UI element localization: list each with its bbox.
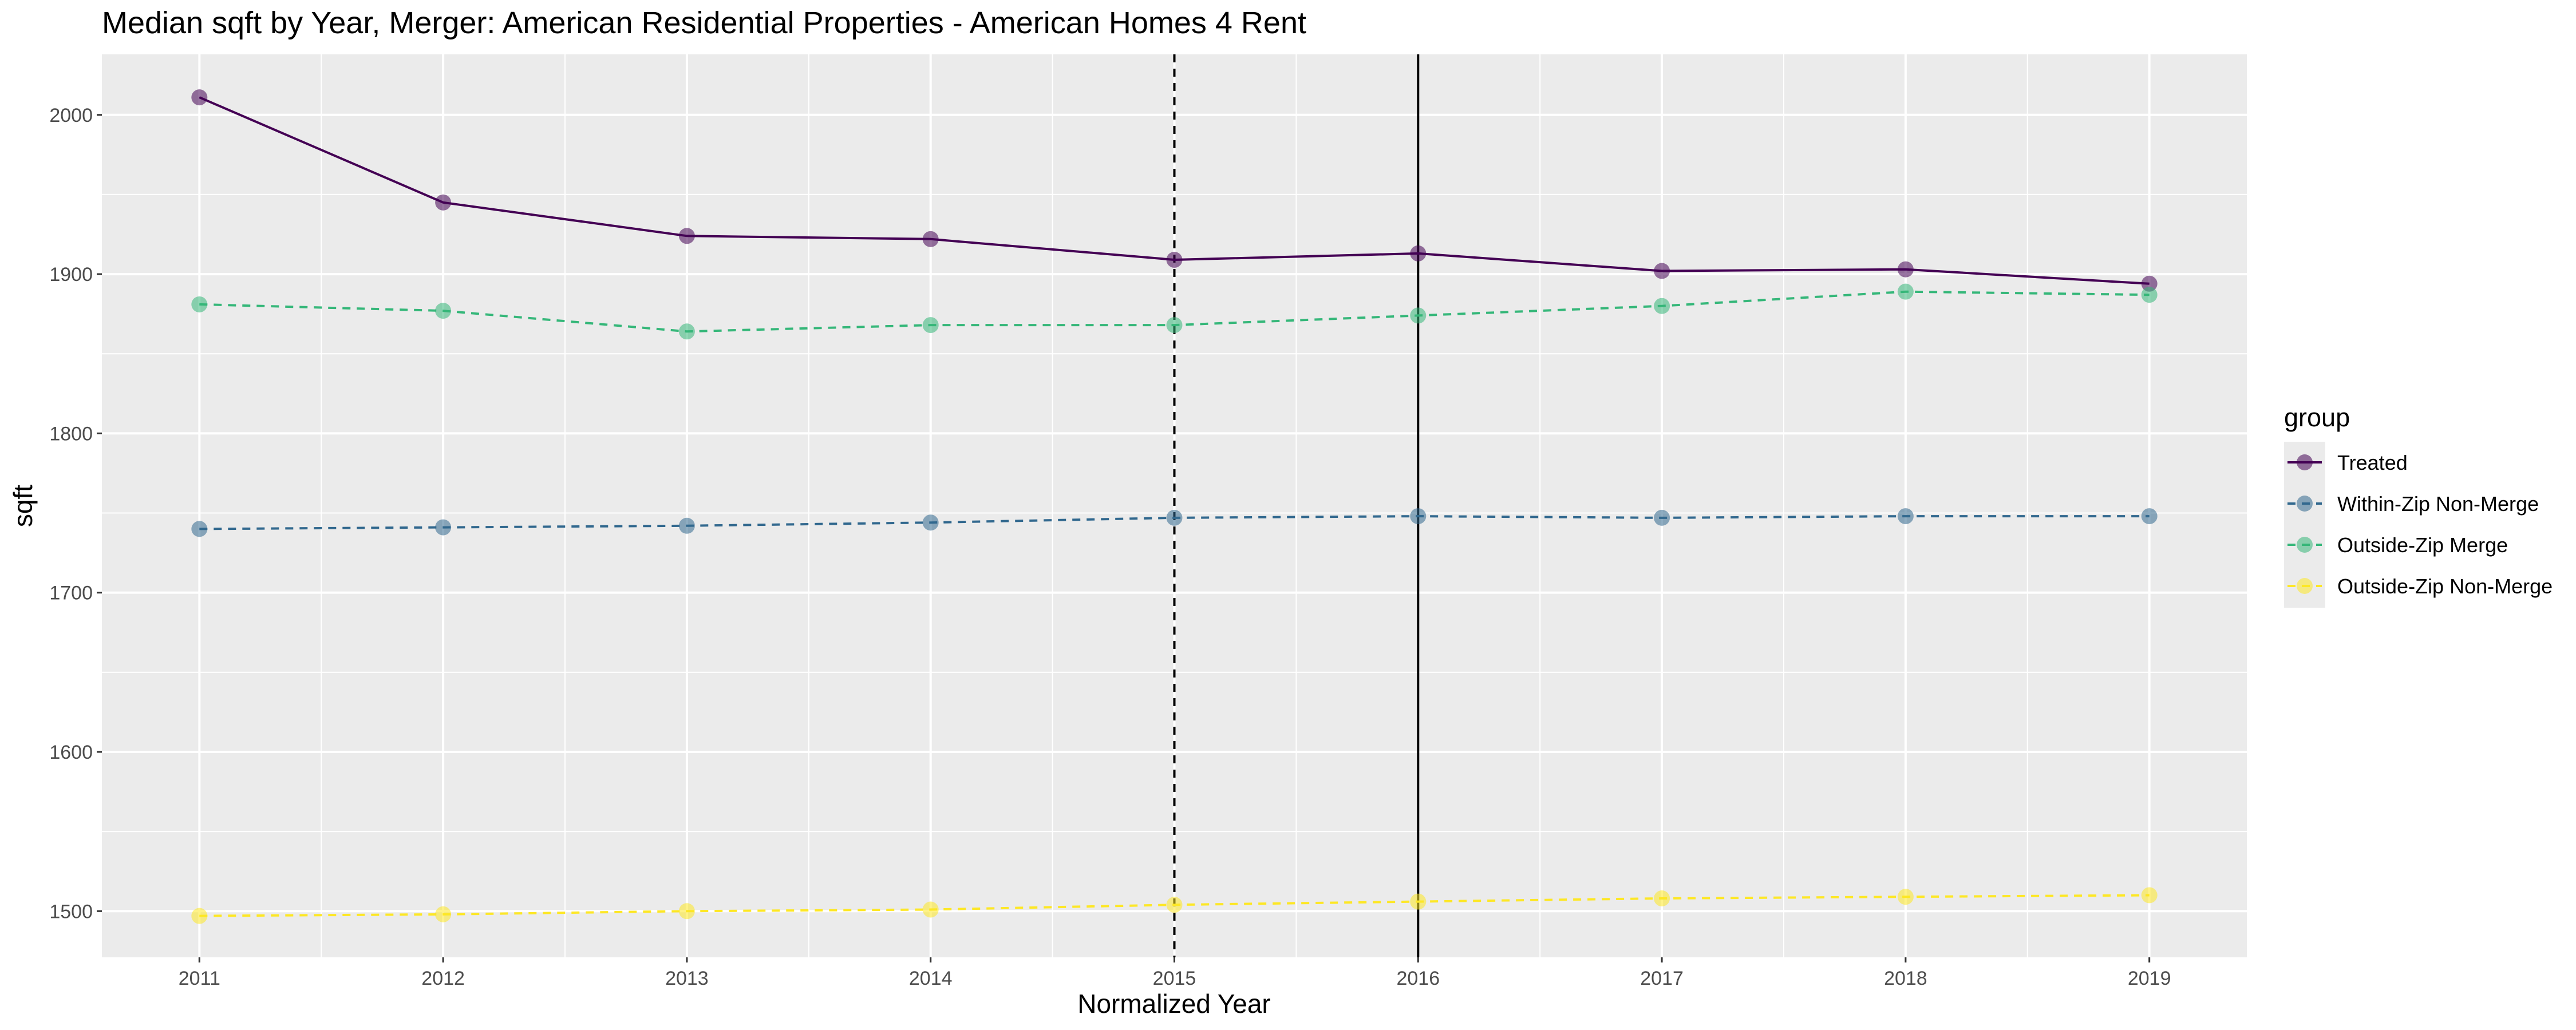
data-point-outside-zip-non-merge	[1654, 890, 1670, 907]
data-point-within-zip-non-merge	[1166, 509, 1183, 526]
data-point-within-zip-non-merge	[1654, 509, 1670, 526]
legend-key-point	[2297, 537, 2313, 553]
data-point-treated	[1410, 245, 1427, 262]
data-point-within-zip-non-merge	[922, 514, 939, 531]
legend-key-point	[2297, 454, 2313, 470]
legend-label: Within-Zip Non-Merge	[2337, 492, 2539, 516]
x-tick-label: 2018	[1884, 968, 1927, 989]
legend-title: group	[2284, 403, 2350, 432]
data-point-outside-zip-merge	[1410, 307, 1427, 324]
data-point-treated	[435, 194, 452, 211]
x-axis-title: Normalized Year	[1077, 989, 1271, 1019]
x-tick-label: 2014	[909, 968, 953, 989]
y-axis-title: sqft	[8, 485, 38, 527]
legend-label: Outside-Zip Non-Merge	[2337, 575, 2553, 598]
data-point-outside-zip-merge	[922, 317, 939, 334]
y-axis: 1500 1600 1700 1800 1900 2000	[49, 105, 102, 922]
series-layer	[191, 89, 2158, 924]
data-point-outside-zip-merge	[1654, 298, 1670, 314]
x-tick-label: 2015	[1153, 968, 1196, 989]
legend-key-point	[2297, 578, 2313, 594]
data-point-outside-zip-merge	[2141, 287, 2158, 303]
data-point-outside-zip-merge	[1897, 283, 1914, 300]
x-tick-label: 2016	[1396, 968, 1440, 989]
x-tick-label: 2019	[2128, 968, 2171, 989]
data-point-outside-zip-merge	[435, 303, 452, 319]
legend-items: Treated Within-Zip Non-Merge Outside-Zip M…	[2287, 451, 2553, 598]
data-point-within-zip-non-merge	[1410, 508, 1427, 525]
data-point-outside-zip-non-merge	[191, 908, 208, 924]
data-point-outside-zip-non-merge	[678, 903, 695, 920]
y-tick-label: 1800	[49, 423, 93, 445]
data-point-outside-zip-non-merge	[922, 901, 939, 918]
data-point-treated	[1166, 252, 1183, 268]
data-point-within-zip-non-merge	[191, 521, 208, 537]
legend-label: Treated	[2337, 451, 2408, 474]
y-tick-label: 1700	[49, 583, 93, 604]
y-tick-label: 1600	[49, 742, 93, 763]
data-point-outside-zip-merge	[678, 323, 695, 340]
x-tick-label: 2011	[179, 968, 220, 989]
data-point-outside-zip-non-merge	[435, 906, 452, 922]
data-point-outside-zip-non-merge	[1897, 889, 1914, 905]
data-point-outside-zip-merge	[1166, 317, 1183, 334]
data-point-treated	[191, 89, 208, 106]
data-point-within-zip-non-merge	[1897, 508, 1914, 525]
data-point-within-zip-non-merge	[2141, 508, 2158, 525]
x-tick-label: 2017	[1640, 968, 1684, 989]
y-tick-label: 1500	[49, 901, 93, 922]
data-point-outside-zip-non-merge	[1410, 893, 1427, 910]
legend-key-point	[2297, 496, 2313, 512]
data-point-treated	[922, 231, 939, 247]
data-point-treated	[2141, 275, 2158, 292]
data-point-within-zip-non-merge	[435, 519, 452, 536]
x-tick-label: 2013	[665, 968, 709, 989]
data-point-treated	[1654, 263, 1670, 279]
chart-title: Median sqft by Year, Merger: American Re…	[102, 6, 1306, 40]
x-axis: 2011 2012 2013 2014 2015 2016 2017 2018 2019	[179, 957, 2171, 989]
x-tick-label: 2012	[421, 968, 465, 989]
y-tick-label: 2000	[49, 105, 93, 126]
data-point-outside-zip-merge	[191, 296, 208, 312]
legend: group Treated Within-Zip Non-Merge Outside…	[2284, 403, 2553, 608]
data-point-within-zip-non-merge	[678, 517, 695, 534]
reference-lines	[1173, 54, 1420, 957]
data-point-outside-zip-non-merge	[1166, 897, 1183, 913]
data-point-treated	[1897, 261, 1914, 278]
legend-label: Outside-Zip Merge	[2337, 533, 2508, 557]
data-point-treated	[678, 228, 695, 244]
y-tick-label: 1900	[49, 264, 93, 286]
data-point-outside-zip-non-merge	[2141, 887, 2158, 904]
